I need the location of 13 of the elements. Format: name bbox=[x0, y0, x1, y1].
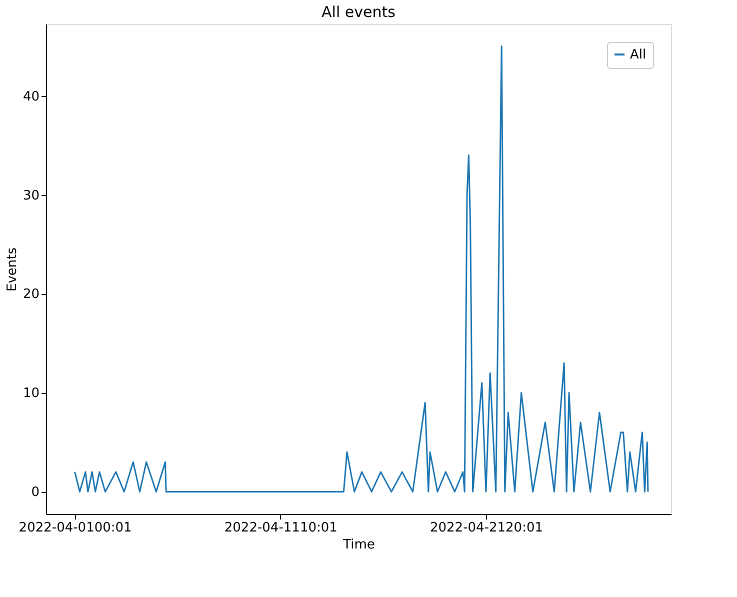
y-axis-title: Events bbox=[4, 247, 20, 292]
y-tick-label: 10 bbox=[22, 386, 40, 402]
y-tick-label: 20 bbox=[22, 287, 40, 302]
x-tick-label: 2022-04-2120:01 bbox=[430, 520, 543, 536]
chart-title: All events bbox=[322, 3, 396, 21]
x-tick-label: 2022-04-1110:01 bbox=[224, 520, 338, 536]
legend-label: All bbox=[630, 48, 646, 62]
y-tick-label: 30 bbox=[22, 188, 40, 204]
x-tick-label: 2022-04-0100:01 bbox=[18, 520, 132, 536]
x-axis-title: Time bbox=[342, 538, 375, 552]
line-series bbox=[74, 46, 649, 492]
y-tick-label: 40 bbox=[22, 89, 40, 104]
y-tick-label: 0 bbox=[31, 485, 40, 500]
